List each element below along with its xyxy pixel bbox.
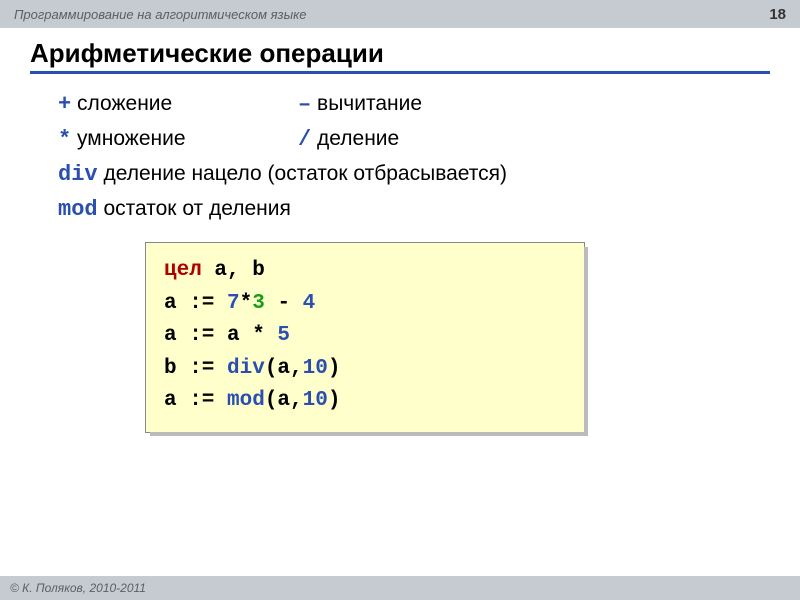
slide-title: Арифметические операции bbox=[30, 38, 770, 74]
div-label: деление нацело (остаток отбрасывается) bbox=[103, 162, 507, 185]
op-row-div: div деление нацело (остаток отбрасываетс… bbox=[30, 162, 770, 187]
plus-label: сложение bbox=[77, 92, 172, 115]
code-line-4: b := div(a,10) bbox=[164, 353, 566, 386]
page-number: 18 bbox=[769, 6, 786, 23]
mod-label: остаток от деления bbox=[103, 197, 290, 220]
slide-content: Арифметические операции + сложение – выч… bbox=[0, 28, 800, 433]
code-line-2: a := 7*3 - 4 bbox=[164, 288, 566, 321]
minus-symbol: – bbox=[298, 92, 311, 117]
code-line-3: a := a * 5 bbox=[164, 320, 566, 353]
op-row-1: + сложение – вычитание bbox=[30, 92, 770, 117]
copyright: © К. Поляков, 2010-2011 bbox=[10, 581, 146, 595]
mul-label: умножение bbox=[77, 127, 185, 150]
mul-symbol: * bbox=[58, 127, 71, 152]
plus-symbol: + bbox=[58, 92, 71, 117]
op-row-mod: mod остаток от деления bbox=[30, 197, 770, 222]
code-line-1: цел a, b bbox=[164, 255, 566, 288]
slide-footer: © К. Поляков, 2010-2011 bbox=[0, 576, 800, 600]
code-example: цел a, b a := 7*3 - 4 a := a * 5 b := di… bbox=[145, 242, 585, 433]
divslash-symbol: / bbox=[298, 127, 311, 152]
minus-label: вычитание bbox=[317, 92, 422, 115]
course-title: Программирование на алгоритмическом язык… bbox=[14, 7, 307, 22]
slide-header: Программирование на алгоритмическом язык… bbox=[0, 0, 800, 28]
div-symbol: div bbox=[58, 162, 98, 187]
op-row-2: * умножение / деление bbox=[30, 127, 770, 152]
mod-symbol: mod bbox=[58, 197, 98, 222]
divslash-label: деление bbox=[317, 127, 399, 150]
code-line-5: a := mod(a,10) bbox=[164, 385, 566, 418]
